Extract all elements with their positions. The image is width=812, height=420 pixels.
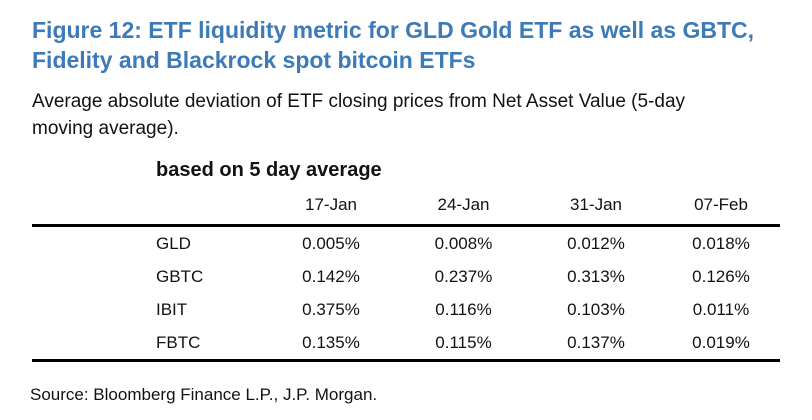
table-cell: 0.012% — [567, 233, 625, 253]
figure-subtitle-line1: Average absolute deviation of ETF closin… — [32, 91, 686, 112]
table-row: IBIT 0.375% 0.116% 0.103% 0.011% — [32, 293, 780, 326]
figure-title-line1: Figure 12: ETF liquidity metric for GLD … — [32, 17, 755, 43]
table-cell: 0.135% — [265, 326, 397, 362]
table-cell: 0.005% — [302, 233, 360, 253]
data-table: 17-Jan 24-Jan 31-Jan 07-Feb GLD 0.005% 0… — [32, 191, 780, 362]
table-cell: 0.126% — [692, 266, 750, 286]
table-cell: 0.019% — [662, 326, 780, 362]
table-cell: 0.018% — [692, 233, 750, 253]
table-cell: 0.008% — [434, 233, 493, 253]
figure-title-line2: Fidelity and Blackrock spot bitcoin ETFs — [32, 47, 476, 73]
table-cell: 0.375% — [302, 299, 360, 319]
table-row: GLD 0.005% 0.008% 0.012% 0.018% — [32, 226, 780, 261]
figure-subtitle: Average absolute deviation of ETF closin… — [32, 88, 780, 142]
row-label: GBTC — [156, 266, 204, 286]
row-label: GLD — [156, 233, 191, 253]
table-row: FBTC 0.135% 0.115% 0.137% 0.019% — [32, 326, 780, 362]
table-cell: 0.237% — [434, 266, 493, 286]
table-cell: 0.137% — [530, 326, 662, 362]
table-cell: 0.115% — [397, 326, 530, 362]
row-label: FBTC — [32, 326, 265, 362]
table-cell: 0.116% — [435, 299, 492, 319]
table-cell: 0.103% — [567, 299, 625, 319]
table-cell: 0.313% — [567, 266, 625, 286]
column-header-date: 31-Jan — [530, 191, 662, 227]
source-note: Source: Bloomberg Finance L.P., J.P. Mor… — [30, 385, 378, 404]
column-header-date: 07-Feb — [662, 191, 780, 227]
table-caption: based on 5 day average — [156, 159, 382, 181]
column-header-empty — [32, 191, 265, 227]
table-row: GBTC 0.142% 0.237% 0.313% 0.126% — [32, 260, 780, 293]
table-cell: 0.011% — [692, 299, 750, 319]
row-label: IBIT — [156, 299, 188, 319]
column-header-date: 24-Jan — [397, 191, 530, 227]
table-cell: 0.142% — [302, 266, 360, 286]
figure-title: Figure 12: ETF liquidity metric for GLD … — [32, 15, 780, 75]
table-header-row: 17-Jan 24-Jan 31-Jan 07-Feb — [32, 191, 780, 227]
column-header-date: 17-Jan — [265, 191, 397, 227]
figure-subtitle-line2: moving average). — [32, 118, 179, 139]
